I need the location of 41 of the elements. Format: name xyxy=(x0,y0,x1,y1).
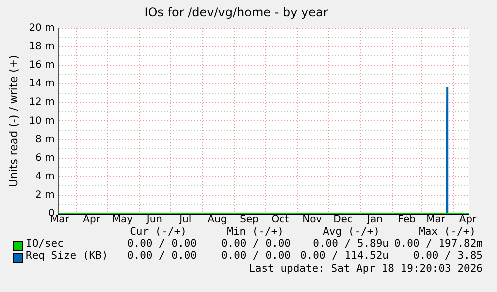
y-tick-label: 20 m xyxy=(29,22,55,34)
x-tick-label: Dec xyxy=(334,214,353,226)
x-tick-label: Jul xyxy=(178,214,192,226)
y-tick-label: 8 m xyxy=(36,134,55,146)
x-tick-label: Apr xyxy=(459,214,478,226)
y-tick-label: 6 m xyxy=(36,152,55,164)
y-tick-label: 16 m xyxy=(29,60,55,72)
text: Last update: Sat Apr 18 19:20:03 2026 xyxy=(249,263,483,275)
x-tick-label: Sep xyxy=(240,214,259,226)
x-tick-label: Oct xyxy=(272,214,290,226)
text: 0.00 / 0.00 xyxy=(221,238,291,250)
text: 0.00 / 0.00 xyxy=(127,250,197,262)
text: 0.00 / 3.85 xyxy=(413,250,483,262)
x-tick-label: May xyxy=(112,214,134,226)
x-tick-label: Aug xyxy=(208,214,228,226)
text: 0.00 / 197.82m xyxy=(394,238,483,250)
x-tick-label: Mar xyxy=(426,214,446,226)
x-tick-label: Feb xyxy=(398,214,416,226)
y-tick-label: 10 m xyxy=(29,116,55,127)
text: Avg (-/+) xyxy=(323,226,380,238)
text: 0.00 / 0.00 xyxy=(221,250,291,262)
text: 0.00 / 114.52u xyxy=(300,250,389,262)
text: Max (-/+) xyxy=(419,226,476,238)
x-tick-label: Nov xyxy=(302,214,322,226)
y-axis-title: Units read (-) / write (+) xyxy=(7,55,20,188)
text: Min (-/+) xyxy=(227,226,284,238)
y-tick-label: 14 m xyxy=(29,78,55,90)
legend-label: Req Size (KB) xyxy=(26,250,108,262)
x-tick-label: Mar xyxy=(50,214,70,226)
chart-title: IOs for /dev/vg/home - by year xyxy=(144,5,328,20)
y-tick-label: 2 m xyxy=(36,190,55,202)
text: 0.00 / 5.89u xyxy=(313,238,389,250)
text: 0.00 / 0.00 xyxy=(127,238,197,250)
legend-label: IO/sec xyxy=(26,238,64,250)
y-tick-label: 4 m xyxy=(36,171,55,182)
x-tick-label: Apr xyxy=(83,214,102,226)
x-tick-label: Jan xyxy=(366,214,383,226)
y-tick-label: 18 m xyxy=(29,42,55,53)
text: Cur (-/+) xyxy=(130,226,187,238)
x-tick-label: Jun xyxy=(146,214,162,226)
y-tick-label: 12 m xyxy=(29,97,55,108)
